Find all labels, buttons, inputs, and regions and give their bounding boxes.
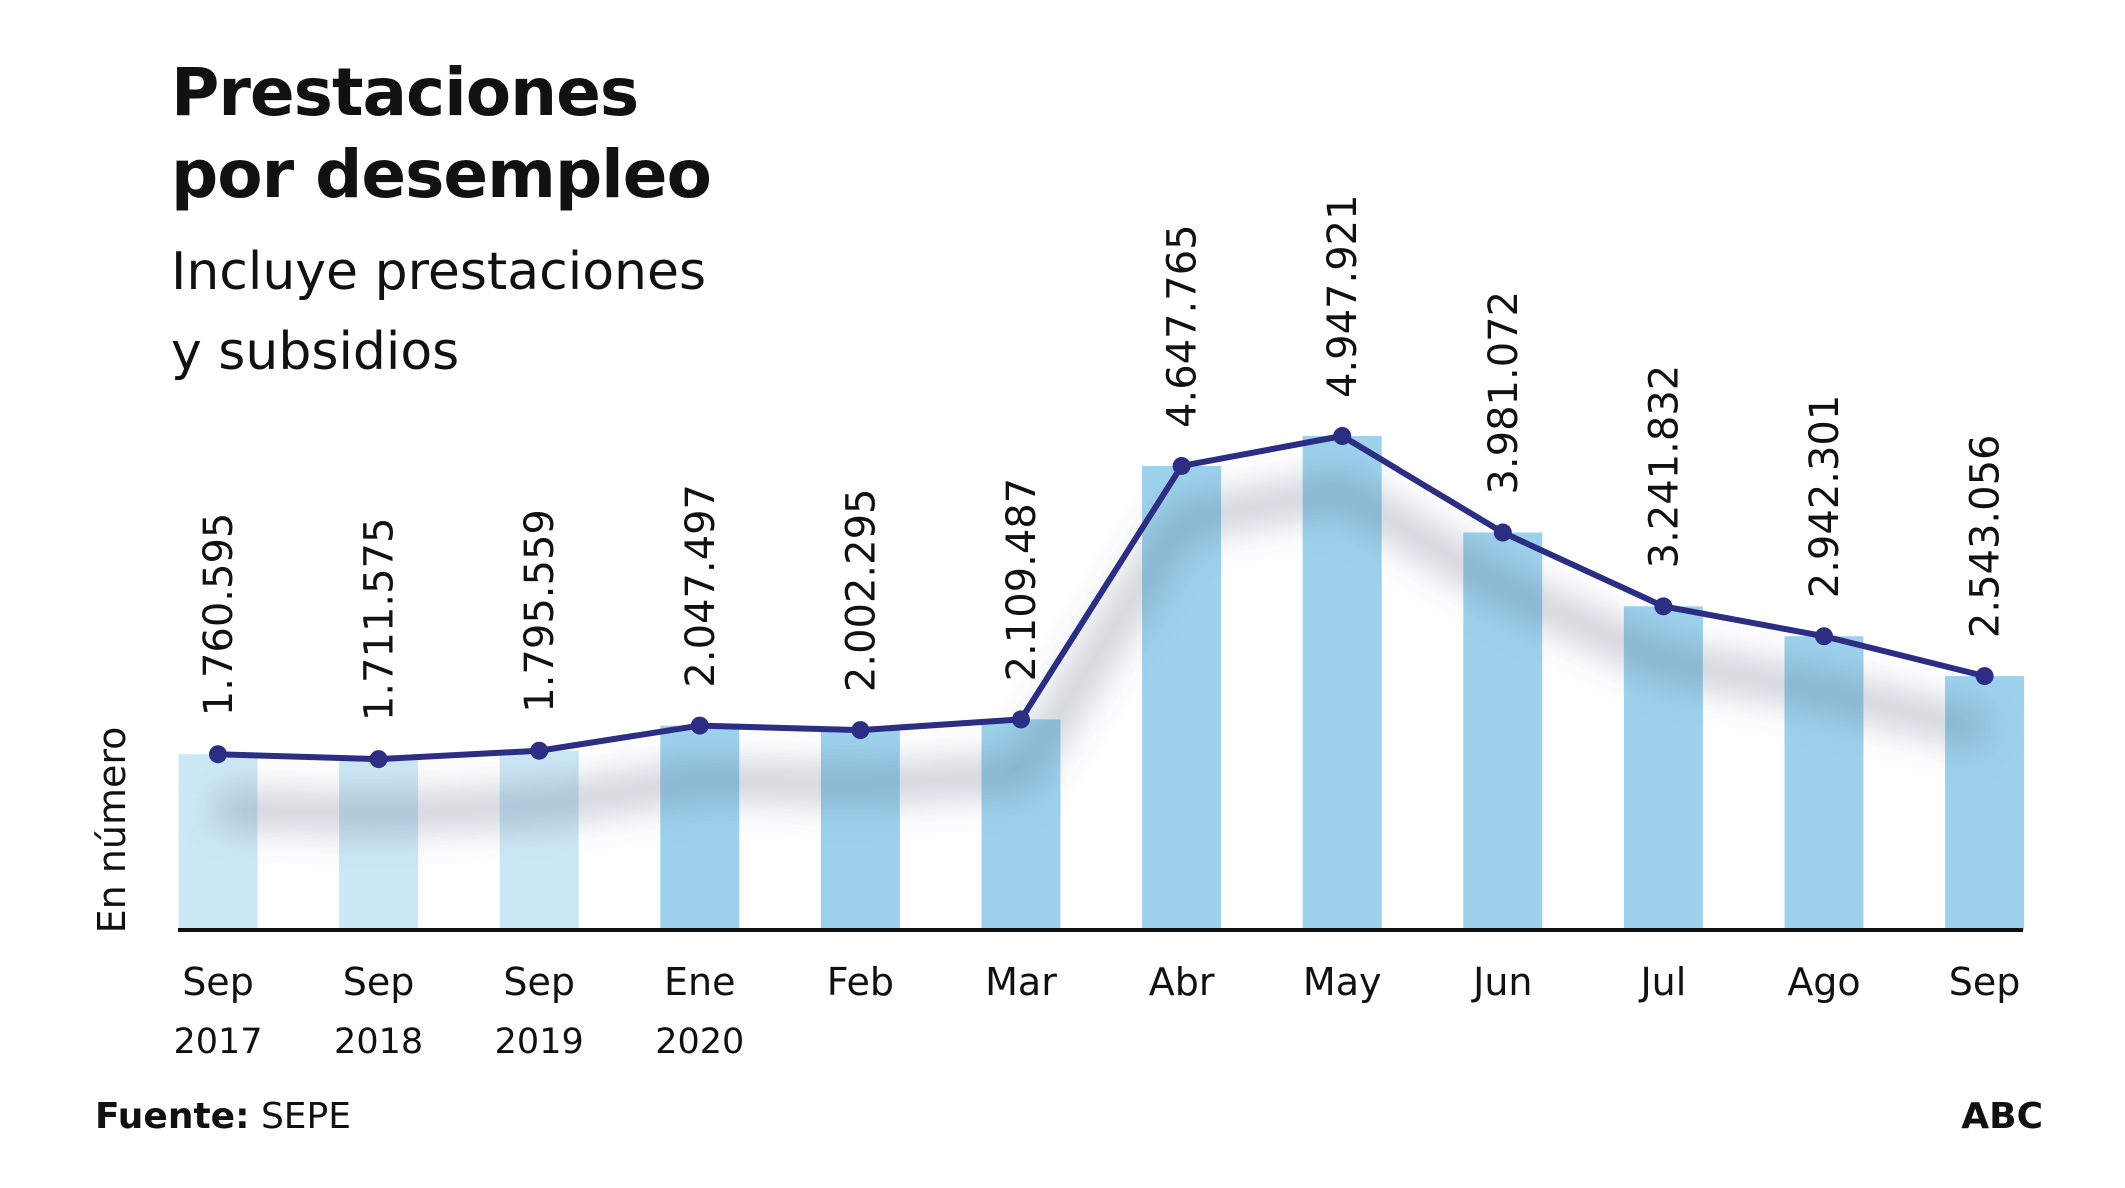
x-tick-year: 2018 bbox=[334, 1022, 423, 1062]
chart-title: Prestaciones por desempleo bbox=[171, 52, 712, 216]
data-point bbox=[1654, 597, 1673, 616]
data-label: 2.543.056 bbox=[1963, 435, 2009, 639]
subtitle-line-2: y subsidios bbox=[171, 322, 460, 382]
data-point bbox=[369, 750, 388, 769]
data-label: 2.942.301 bbox=[1802, 395, 1848, 599]
bar bbox=[660, 725, 740, 930]
x-tick-label: Jul bbox=[1638, 960, 1686, 1004]
bar bbox=[178, 754, 258, 930]
x-tick-label: Sep bbox=[1949, 960, 2021, 1004]
x-tick-label: Feb bbox=[827, 960, 894, 1004]
title-line-2: por desempleo bbox=[171, 136, 712, 213]
x-tick-label: Sep bbox=[503, 960, 575, 1004]
data-point bbox=[1975, 667, 1994, 686]
x-tick-label: Ene bbox=[664, 960, 735, 1004]
data-point bbox=[1012, 710, 1030, 729]
x-tick-label: Ago bbox=[1787, 960, 1860, 1004]
source: Fuente: SEPE bbox=[95, 1096, 351, 1137]
x-tick-label: Sep bbox=[343, 960, 415, 1004]
data-label: 4.647.765 bbox=[1160, 224, 1206, 428]
x-tick-year: 2019 bbox=[495, 1022, 584, 1062]
series-line bbox=[217, 433, 1986, 763]
data-point bbox=[690, 716, 709, 735]
data-label: 2.047.497 bbox=[678, 484, 724, 688]
line-shadow bbox=[217, 473, 1989, 832]
x-tick-label: May bbox=[1303, 960, 1382, 1004]
data-point bbox=[1172, 456, 1191, 475]
x-tick-label: Mar bbox=[985, 960, 1057, 1004]
x-tick-label: Abr bbox=[1149, 960, 1215, 1004]
brand-logo: ABC bbox=[1961, 1096, 2043, 1137]
data-label: 1.795.559 bbox=[517, 509, 563, 713]
data-point bbox=[1493, 523, 1512, 542]
data-point bbox=[1333, 427, 1352, 445]
title-line-1: Prestaciones bbox=[171, 54, 639, 131]
x-tick-label: Jun bbox=[1471, 960, 1532, 1004]
data-label: 1.760.595 bbox=[196, 513, 242, 717]
x-tick-label: Sep bbox=[182, 960, 254, 1004]
data-label: 2.109.487 bbox=[999, 478, 1045, 682]
data-point bbox=[1815, 627, 1833, 646]
source-value: SEPE bbox=[260, 1096, 352, 1137]
data-label: 4.947.921 bbox=[1320, 194, 1366, 398]
data-label: 2.002.295 bbox=[838, 489, 884, 693]
bar bbox=[820, 730, 900, 930]
data-label: 1.711.575 bbox=[357, 518, 403, 722]
bar bbox=[339, 759, 419, 930]
chart-subtitle: Incluye prestaciones y subsidios bbox=[171, 232, 706, 392]
data-point bbox=[851, 721, 870, 740]
data-label: 3.981.072 bbox=[1481, 291, 1527, 495]
data-point bbox=[530, 741, 549, 760]
x-tick-year: 2020 bbox=[655, 1022, 744, 1062]
x-tick-year: 2017 bbox=[173, 1022, 262, 1062]
data-point bbox=[209, 745, 227, 764]
bar bbox=[499, 750, 579, 930]
source-label: Fuente: bbox=[95, 1096, 250, 1137]
data-label: 3.241.832 bbox=[1641, 365, 1687, 569]
subtitle-line-1: Incluye prestaciones bbox=[171, 242, 707, 302]
